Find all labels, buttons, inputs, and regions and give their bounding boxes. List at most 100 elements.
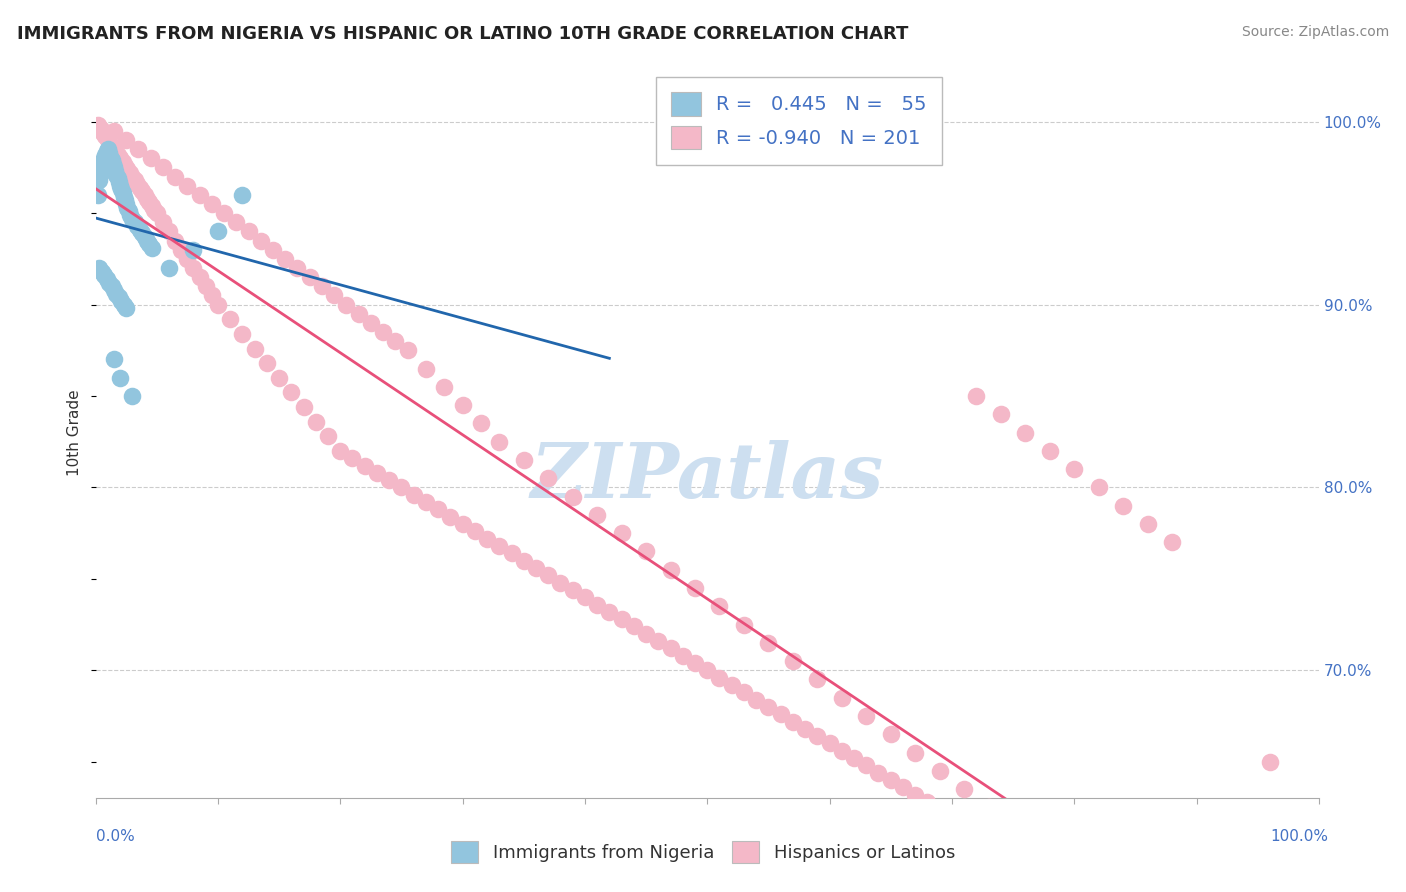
Point — [225, 215, 247, 229]
Point — [917, 795, 939, 809]
Point — [134, 230, 156, 244]
Point — [90, 265, 112, 279]
Point — [524, 561, 547, 575]
Point — [98, 149, 121, 163]
Point — [855, 758, 877, 772]
Point — [880, 772, 903, 787]
Point — [550, 575, 572, 590]
Point — [1050, 855, 1073, 870]
Point — [391, 480, 413, 494]
Point — [402, 488, 425, 502]
Point — [89, 173, 111, 187]
Point — [165, 169, 187, 184]
Point — [683, 581, 706, 595]
Point — [89, 260, 111, 275]
Point — [96, 144, 118, 158]
Text: Source: ZipAtlas.com: Source: ZipAtlas.com — [1241, 25, 1389, 39]
Point — [100, 153, 122, 168]
Text: 0.0%: 0.0% — [96, 830, 135, 844]
Point — [231, 187, 253, 202]
Point — [842, 751, 865, 765]
Point — [1014, 425, 1036, 440]
Legend: Immigrants from Nigeria, Hispanics or Latinos: Immigrants from Nigeria, Hispanics or La… — [441, 832, 965, 872]
Point — [470, 417, 492, 431]
Point — [433, 380, 456, 394]
Point — [127, 142, 149, 156]
Point — [794, 722, 817, 736]
Point — [610, 612, 633, 626]
Point — [138, 237, 160, 252]
Point — [183, 243, 205, 257]
Point — [965, 389, 987, 403]
Point — [117, 162, 139, 177]
Point — [636, 626, 658, 640]
Point — [262, 243, 284, 257]
Point — [745, 692, 768, 706]
Point — [720, 678, 742, 692]
Point — [110, 293, 132, 308]
Point — [97, 142, 120, 156]
Point — [880, 727, 903, 741]
Point — [904, 788, 927, 802]
Point — [136, 192, 159, 206]
Point — [464, 524, 486, 539]
Point — [1026, 861, 1049, 875]
Point — [108, 178, 131, 193]
Point — [96, 272, 118, 286]
Point — [243, 342, 266, 356]
Point — [733, 617, 755, 632]
Point — [683, 656, 706, 670]
Point — [98, 136, 121, 151]
Point — [586, 508, 609, 522]
Point — [131, 184, 153, 198]
Point — [157, 260, 180, 275]
Point — [855, 709, 877, 723]
Point — [138, 195, 160, 210]
Point — [231, 326, 253, 341]
Point — [108, 371, 131, 385]
Text: IMMIGRANTS FROM NIGERIA VS HISPANIC OR LATINO 10TH GRADE CORRELATION CHART: IMMIGRANTS FROM NIGERIA VS HISPANIC OR L… — [17, 25, 908, 43]
Point — [121, 169, 143, 184]
Point — [623, 619, 645, 633]
Point — [451, 398, 474, 412]
Point — [201, 197, 224, 211]
Point — [112, 297, 135, 311]
Point — [108, 290, 131, 304]
Point — [647, 634, 669, 648]
Point — [238, 224, 260, 238]
Point — [806, 729, 828, 743]
Point — [347, 307, 370, 321]
Point — [928, 764, 950, 778]
Point — [165, 234, 187, 248]
Point — [103, 124, 125, 138]
Point — [782, 654, 804, 668]
Point — [537, 471, 560, 485]
Point — [1112, 499, 1135, 513]
Point — [709, 599, 731, 614]
Point — [114, 194, 136, 208]
Point — [1063, 882, 1085, 892]
Point — [124, 215, 146, 229]
Point — [118, 166, 141, 180]
Point — [366, 466, 388, 480]
Point — [831, 690, 853, 705]
Point — [94, 129, 117, 144]
Point — [353, 458, 375, 473]
Point — [117, 201, 139, 215]
Point — [758, 636, 780, 650]
Point — [610, 526, 633, 541]
Point — [659, 641, 682, 656]
Point — [256, 356, 278, 370]
Point — [561, 582, 583, 597]
Point — [212, 206, 235, 220]
Point — [378, 473, 401, 487]
Point — [207, 224, 229, 238]
Point — [121, 211, 143, 226]
Point — [103, 161, 125, 175]
Point — [207, 297, 229, 311]
Point — [141, 241, 163, 255]
Point — [100, 279, 122, 293]
Point — [110, 182, 132, 196]
Point — [941, 810, 963, 824]
Point — [1026, 837, 1049, 851]
